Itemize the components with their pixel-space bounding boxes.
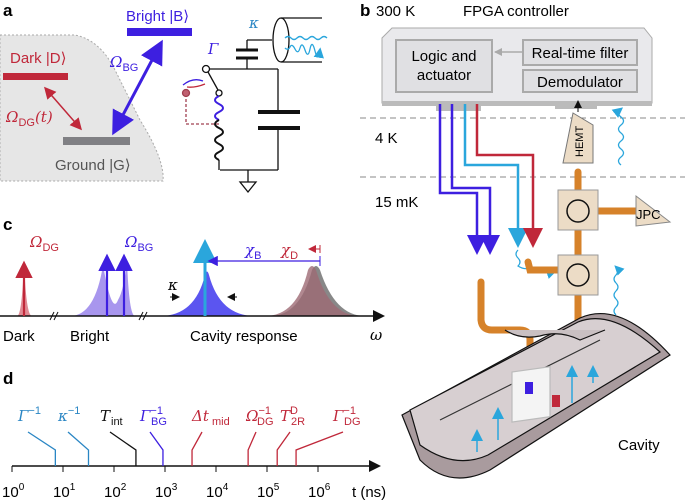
jpc-amplifier bbox=[635, 194, 672, 227]
panel-c: c ΩDG ΩBG χB χD κ Dark Bright Cavity res… bbox=[0, 215, 385, 345]
dark-level bbox=[3, 73, 68, 80]
cavity bbox=[401, 313, 671, 479]
panel-label-d: d bbox=[3, 369, 13, 388]
omega-bg-label: ΩBG bbox=[109, 53, 138, 74]
time-marker-label: Ω−1 DG bbox=[245, 405, 274, 428]
circulator-icon bbox=[566, 199, 590, 223]
time-marker bbox=[149, 431, 164, 466]
logic-actuator-box bbox=[395, 39, 493, 93]
axis-break-icons bbox=[49, 311, 148, 321]
tick-label: 102 bbox=[104, 482, 127, 501]
tick-label: 100 bbox=[2, 482, 25, 501]
panel-a: a Bright |B⟩ Dark |D⟩ Ground |G⟩ ΩBG ΩDG… bbox=[0, 1, 328, 194]
chi-d-label: χD bbox=[280, 241, 298, 262]
bright-axis-label: Bright bbox=[70, 328, 110, 345]
ground-level bbox=[63, 137, 130, 145]
cavity-dark-red-peak bbox=[265, 266, 360, 316]
circuit bbox=[181, 17, 328, 194]
time-marker bbox=[109, 431, 137, 466]
logic-label-1: Logic and bbox=[411, 48, 476, 65]
time-marker bbox=[276, 431, 291, 466]
jpc-label: JPC bbox=[636, 207, 661, 222]
switch bbox=[207, 71, 219, 91]
omega-bg-tone-label: ΩBG bbox=[124, 233, 153, 254]
time-marker bbox=[27, 431, 56, 466]
time-axis-label: t (ns) bbox=[352, 484, 386, 501]
temp-4k-label: 4 K bbox=[375, 130, 398, 147]
panel-label-c: c bbox=[3, 215, 12, 234]
tick-label: 104 bbox=[206, 482, 229, 501]
readout-signal-wave bbox=[611, 107, 625, 166]
kappa-width-label: κ bbox=[167, 276, 178, 294]
tick-label: 101 bbox=[53, 482, 76, 501]
time-marker bbox=[67, 431, 90, 466]
chi-b-label: χB bbox=[244, 241, 261, 262]
demod-label: Demodulator bbox=[537, 74, 623, 91]
filter-label: Real-time filter bbox=[532, 45, 629, 62]
panel-label-a: a bbox=[3, 1, 13, 20]
circulator-icon bbox=[566, 263, 590, 287]
waveguide-cylinder bbox=[272, 17, 290, 63]
time-marker-label: Γ−1 bbox=[17, 405, 41, 425]
bright-ground-arrow bbox=[112, 39, 163, 136]
dark-state-label: Dark |D⟩ bbox=[10, 50, 66, 67]
dark-axis-label: Dark bbox=[3, 328, 35, 345]
realtime-filter-box bbox=[522, 39, 638, 66]
time-marker-label: κ−1 bbox=[57, 405, 80, 425]
time-marker-label: Γ−1 BG bbox=[139, 405, 167, 428]
omega-dg-tone-label: ΩDG bbox=[29, 233, 59, 254]
circulator-2 bbox=[557, 254, 599, 296]
cavity-bright-peak bbox=[160, 271, 255, 316]
time-marker-label: TD 2R bbox=[280, 405, 305, 428]
omega-dg-label: ΩDG(t) bbox=[5, 108, 53, 129]
temp-15mk-label: 15 mK bbox=[375, 194, 418, 211]
fpga-title: FPGA controller bbox=[463, 3, 569, 20]
tick-label: 106 bbox=[308, 482, 331, 501]
ground-symbol-icon bbox=[238, 181, 258, 194]
field-arrows bbox=[471, 365, 599, 452]
hemt-label: HEMT bbox=[574, 126, 586, 157]
time-marker-label: Δt mid bbox=[191, 407, 230, 428]
temp-300k-label: 300 K bbox=[376, 3, 415, 20]
time-marker-label: Γ−1 DG bbox=[332, 405, 361, 428]
bright-level bbox=[127, 28, 192, 36]
omega-axis-label: ω bbox=[370, 326, 382, 344]
tick-label: 105 bbox=[257, 482, 280, 501]
time-marker bbox=[295, 431, 344, 466]
panel-d: d t (ns) 100 101 102 103 104 105 106 Γ−1 κ−1 Tint… bbox=[2, 369, 386, 501]
hemt-amplifier bbox=[562, 112, 594, 164]
tone-arrows bbox=[15, 239, 217, 316]
panel-b: b 300 K FPGA controller Logic and actuat… bbox=[360, 1, 685, 479]
time-marker bbox=[191, 431, 203, 466]
gamma-label: Γ bbox=[207, 40, 219, 58]
bright-peak bbox=[70, 260, 135, 316]
inductor bbox=[214, 119, 224, 161]
panel-label-b: b bbox=[360, 1, 370, 20]
bright-state-label: Bright |B⟩ bbox=[126, 8, 189, 25]
cavity-label: Cavity bbox=[618, 437, 660, 454]
circulator-1 bbox=[557, 189, 599, 231]
logic-label-2: actuator bbox=[417, 67, 471, 84]
time-marker bbox=[247, 431, 257, 466]
time-marker-label: Tint bbox=[100, 407, 123, 428]
ground-state-label: Ground |G⟩ bbox=[55, 157, 131, 174]
kappa-label: κ bbox=[248, 14, 259, 32]
demodulator-box bbox=[522, 69, 638, 93]
tick-label: 103 bbox=[155, 482, 178, 501]
cavity-response-label: Cavity response bbox=[190, 328, 298, 345]
dark-ground-arrow bbox=[44, 86, 82, 131]
control-lines bbox=[438, 104, 543, 255]
